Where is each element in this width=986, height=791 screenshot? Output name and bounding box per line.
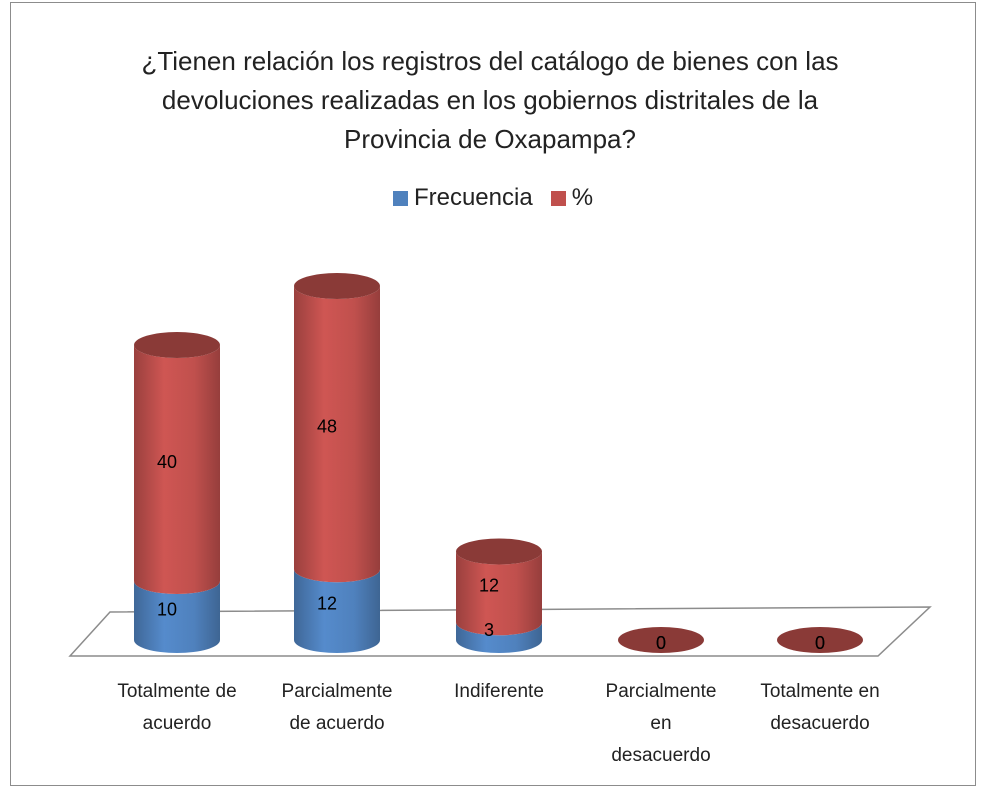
data-label: 12 [317,593,337,613]
data-label: 0 [815,633,825,653]
legend-item: % [550,184,594,212]
x-tick-label: Indiferente [454,681,544,702]
bar [294,286,380,583]
data-label: 40 [157,452,177,472]
floor [68,606,932,657]
bar [294,569,380,653]
legend-label: % [571,184,594,211]
bar-top [294,273,380,299]
bar [456,551,542,636]
data-label: 48 [317,416,337,436]
bar-top [618,627,704,653]
data-label: 0 [656,633,666,653]
chart-frame [10,2,976,786]
x-tick-label: Parcialmente en desacuerdo [605,681,717,766]
bar [134,345,220,594]
bar-top [777,627,863,653]
x-tick-label: Totalmente en desacuerdo [760,681,880,734]
data-label: 10 [157,599,177,619]
bar [456,622,542,653]
data-label: 3 [484,620,494,640]
bar-top [456,538,542,565]
legend-swatch [392,190,408,206]
legend-label: Frecuencia [413,184,533,211]
legend-swatch [550,190,566,206]
legend: Frecuencia% [0,184,986,212]
x-tick-label: Parcialmente de acuerdo [281,681,393,734]
legend-item: Frecuencia [392,184,533,212]
data-label: 0 [815,633,825,653]
x-tick-label: Totalmente de acuerdo [117,681,237,734]
chart-title: ¿Tienen relación los registros del catál… [141,46,839,154]
bar [134,581,220,653]
data-label: 12 [479,576,499,596]
bar-top [134,332,220,358]
data-label: 0 [656,633,666,653]
